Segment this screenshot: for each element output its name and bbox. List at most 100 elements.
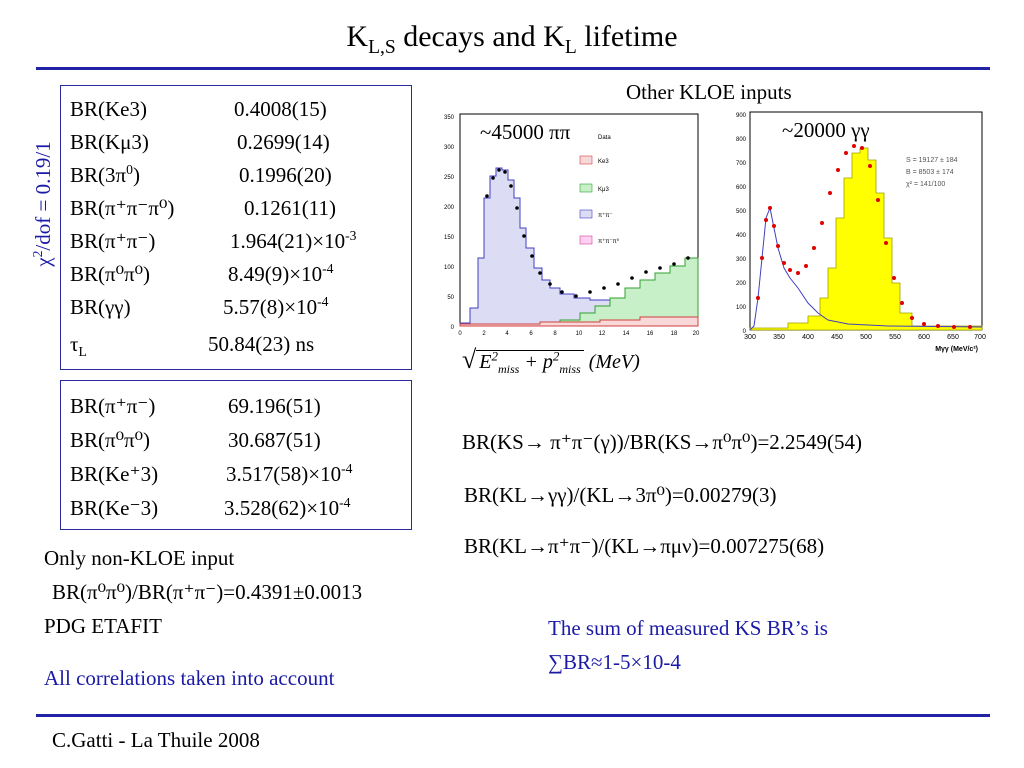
y-tick: 700 [736,161,747,167]
y-tick: 300 [736,257,747,263]
x-tick: 700 [974,334,986,341]
sum-note-line1: The sum of measured KS BR’s is [548,616,828,640]
row-label: BR(3π [70,163,127,187]
y-tick: 600 [736,185,747,191]
row-value-exp: -3 [345,228,357,243]
data-points [756,144,972,329]
row-label-sup: 0 [126,162,133,177]
x-tick: 500 [860,334,872,341]
x-axis-label: Mγγ (MeV/c²) [935,346,978,353]
stat-background: B = 8503 ± 174 [906,169,954,176]
row-value: 3.528(62)×10 [224,496,340,520]
row-label: BR(π⁺π⁻) [70,394,156,418]
legend-ke3-swatch [579,155,593,165]
row-label: BR(Kμ3) [70,130,149,154]
legend-kmu3-swatch [579,183,593,193]
ks-br-box: BR(π⁺π⁻) 69.196(51) BR(π⁰π⁰) 30.687(51) BR… [60,380,412,530]
x-tick: 10 [576,331,583,337]
row-value: 0.1996(20) [239,163,332,187]
y-tick: 400 [736,233,747,239]
footer-credit: C.Gatti - La Thuile 2008 [52,728,260,752]
x-tick: 14 [623,331,630,337]
chi2-label: χ2/dof = 0.19/1 [30,119,59,289]
legend-ke3: Ke3 [598,159,609,165]
legend-data: Data [598,135,611,141]
row-value-exp: -4 [341,461,353,476]
correlations-note: All correlations taken into account [44,666,335,690]
row-value: 8.49(9)×10 [228,262,323,286]
row-value: 0.1261(11) [244,196,336,220]
non-kloe-heading: Only non-KLOE input [44,546,235,570]
background-histogram [749,206,983,331]
non-kloe-source: PDG ETAFIT [44,614,162,638]
row-value-exp: -4 [339,495,351,510]
y-tick: 200 [736,281,747,287]
row-label-end: ) [132,163,140,187]
stat-signal: S = 19127 ± 184 [906,157,958,164]
y-tick: 900 [736,113,747,119]
y-tick: 0 [451,325,455,331]
x-tick: 6 [529,331,533,337]
legend-pipipi0: π⁺π⁻π⁰ [598,238,620,245]
y-tick: 350 [444,115,455,121]
x-tick: 0 [458,331,462,337]
x-tick: 650 [947,334,959,341]
row-value: 0.4008(15) [234,97,327,121]
row-value: 50.84(23) ns [208,332,315,356]
kl-br-box: BR(Ke3) 0.4008(15) BR(Kμ3) 0.2699(14) BR(3… [60,85,412,370]
row-label: BR(π⁰π⁰) [70,428,151,452]
x-tick: 600 [918,334,930,341]
title-end: lifetime [576,20,678,53]
stat-chi2: χ² = 141/100 [906,181,945,188]
chi-symbol: χ [31,257,55,267]
legend-pipi: π⁺π⁻ [598,212,613,219]
data-points [485,168,690,298]
row-label: BR(Ke⁻3) [70,496,159,520]
x-tick: 20 [693,331,700,337]
x-tick: 8 [553,331,557,337]
x-tick: 4 [505,331,509,337]
axis-unit: (MeV) [588,351,640,373]
gamma-gamma-mass-plot: 0 100 200 300 400 500 600 700 800 900 30… [736,111,986,353]
ratio-ks: BR(KS→ π⁺π⁻(γ))/BR(KS→π⁰π⁰)=2.2549(54) [462,430,863,454]
ratio-kl-gg: BR(KL→γγ)/(KL→3π⁰)=0.00279(3) [464,483,777,507]
left-plot-count: ~45000 ππ [478,120,573,145]
row-value: 69.196(51) [228,394,321,418]
row-label: BR(π⁺π⁻) [70,229,156,253]
x-tick: 16 [647,331,654,337]
row-label-sub: L [78,344,87,360]
row-label: BR(π⁺π⁻π⁰) [70,196,175,220]
missing-energy-formula: √ E2miss + p2miss (MeV) [462,345,640,376]
y-tick: 800 [736,137,747,143]
x-tick: 350 [773,334,785,341]
bottom-rule [36,714,990,717]
ratio-kl-pipi: BR(KL→π⁺π⁻)/(KL→πμν)=0.007275(68) [464,534,825,558]
row-label: BR(γγ) [70,295,131,319]
row-label: BR(π⁰π⁰) [70,262,151,286]
other-inputs-heading: Other KLOE inputs [626,80,792,104]
row-value-exp: -4 [322,261,334,276]
y-tick: 200 [444,205,455,211]
row-value-exp: -4 [317,294,329,309]
row-label: τ [70,332,79,356]
sum-note-line2: ∑BR≈1-5×10-4 [548,650,681,674]
x-tick: 300 [744,334,756,341]
row-value: 5.57(8)×10 [223,295,318,319]
row-value: 3.517(58)×10 [226,462,342,486]
non-kloe-formula: BR(π⁰π⁰)/BR(π⁺π⁻)=0.4391±0.0013 [52,580,363,604]
y-tick: 0 [743,329,747,335]
row-label: BR(Ke⁺3) [70,462,159,486]
y-tick: 100 [736,305,747,311]
legend-pipi-swatch [579,209,593,219]
y-tick: 250 [444,175,455,181]
y-tick: 500 [736,209,747,215]
x-tick: 18 [671,331,678,337]
row-value: 30.687(51) [228,428,321,452]
x-tick: 400 [802,334,814,341]
title-k: K [346,20,369,53]
row-label: BR(Ke3) [70,97,147,121]
ke3-histogram [459,316,699,327]
y-tick: 100 [444,265,455,271]
title-sub-l: L [564,37,577,58]
x-tick: 550 [889,334,901,341]
